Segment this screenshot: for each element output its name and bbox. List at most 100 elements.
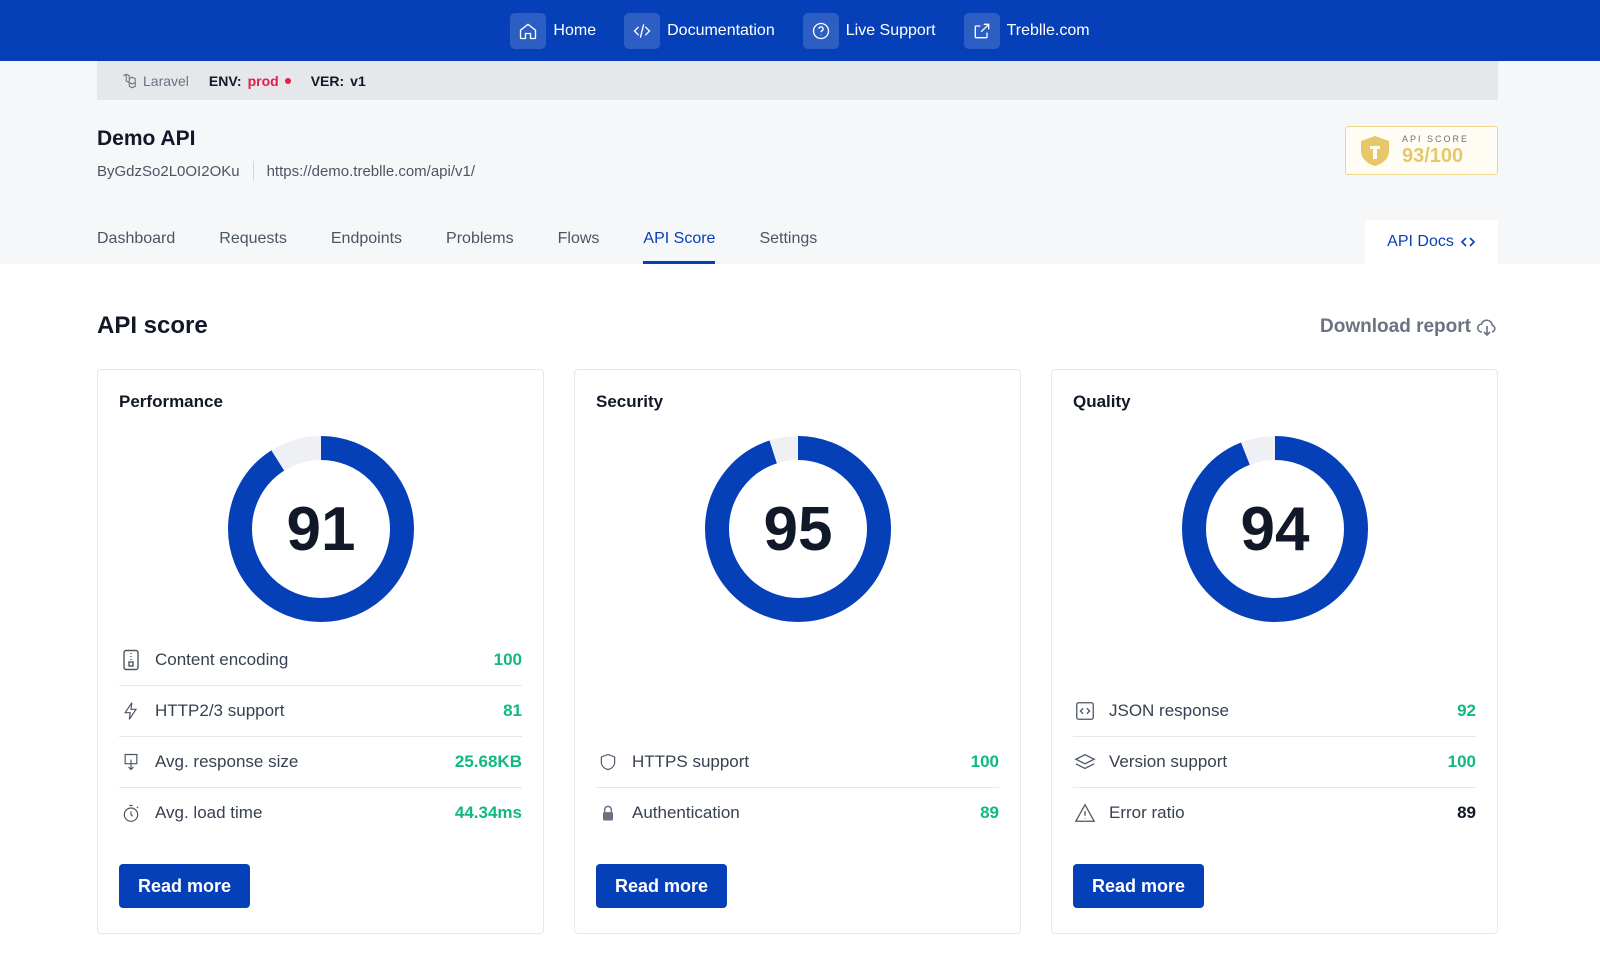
nav-treblle-label: Treblle.com [1006,21,1090,39]
tab-dashboard[interactable]: Dashboard [97,230,176,247]
cloud-download-icon [1476,319,1496,337]
score-value: 94 [1240,494,1310,564]
metric-row[interactable]: Avg. response size 25.68KB [119,736,522,787]
section-title: API score [97,312,208,339]
security-card: Security 95 HTTPS support 100 Authentica… [574,369,1021,934]
read-more-button[interactable]: Read more [119,864,251,908]
metric-value: 100 [1447,752,1476,771]
framework-label: Laravel [143,72,189,89]
stopwatch-icon [119,801,143,825]
project-tabs: Dashboard Requests Endpoints Problems Fl… [97,228,817,264]
read-more-button[interactable]: Read more [1073,864,1205,908]
api-docs-label: API Docs [1387,233,1454,250]
metric-value: 92 [1457,700,1476,720]
zip-file-icon [119,648,143,672]
metric-value: 100 [970,751,999,771]
layers-icon [1073,750,1097,774]
home-icon [510,12,547,49]
project-title: Demo API [97,127,196,150]
performance-card: Performance 91 Content encoding 100 HTTP… [97,369,544,934]
score-value: 91 [286,494,356,564]
metric-list: JSON response 92 Version support 100 Err… [1073,685,1476,838]
tab-problems[interactable]: Problems [446,230,514,247]
metric-row[interactable]: Authentication 89 [596,787,999,838]
api-score-label: API SCORE [1402,134,1470,144]
download-report-button[interactable]: Download report [1320,315,1499,339]
card-title: Security [596,392,664,411]
nav-treblle-link[interactable]: Treblle.com [963,12,1090,49]
card-title: Quality [1073,392,1131,411]
nav-documentation-link[interactable]: Documentation [624,12,775,49]
card-title: Performance [119,392,223,411]
api-score-badge[interactable]: API SCORE 93/100 [1345,126,1498,175]
code-brackets-icon [1460,237,1475,247]
metric-label: Content encoding [155,649,289,669]
metric-value: 89 [1457,803,1476,822]
env-value: prod [247,72,279,89]
warning-icon [1073,801,1097,825]
metric-list: Content encoding 100 HTTP2/3 support 81 … [119,634,522,838]
env-key: ENV: [208,72,242,89]
env-status-dot [284,77,291,84]
laravel-icon [123,73,136,88]
nav-home-link[interactable]: Home [510,12,597,49]
tab-requests[interactable]: Requests [219,230,287,247]
project-base-url[interactable]: https://demo.treblle.com/api/v1/ [266,162,476,180]
shield-icon [596,750,620,774]
nav-live-support-link[interactable]: Live Support [802,12,936,49]
metric-row[interactable]: Avg. load time 44.34ms [119,787,522,838]
treblle-shield-icon [1361,135,1389,166]
code-icon [624,12,661,49]
metric-row[interactable]: JSON response 92 [1073,685,1476,736]
nav-home-label: Home [553,21,597,39]
metric-value: 81 [503,701,522,720]
nav-documentation-label: Documentation [667,21,775,39]
metric-row[interactable]: Error ratio 89 [1073,787,1476,838]
metric-value: 25.68KB [454,752,522,771]
metric-label: Error ratio [1109,803,1185,822]
donut-arc [1182,436,1368,622]
metric-row[interactable]: Version support 100 [1073,736,1476,787]
tab-api-score[interactable]: API Score [643,228,716,264]
metric-row[interactable]: Content encoding 100 [119,634,522,685]
metric-value: 89 [980,803,999,822]
metric-label: JSON response [1109,700,1229,720]
metric-row[interactable]: HTTP2/3 support 81 [119,685,522,736]
framework-badge: Laravel [121,72,189,90]
nav-live-support-label: Live Support [845,21,936,39]
help-circle-icon [802,12,839,49]
score-value: 95 [763,494,833,564]
metric-label: Authentication [632,803,740,822]
ver-key: VER: [310,72,345,89]
project-meta: ByGdzSo2L0OI2OKu https://demo.treblle.co… [97,161,475,181]
api-docs-button[interactable]: API Docs [1365,220,1498,264]
tab-settings[interactable]: Settings [759,230,818,247]
read-more-button[interactable]: Read more [596,864,728,908]
download-size-icon [119,750,143,774]
donut-arc [228,436,414,622]
lock-icon [596,801,620,825]
metric-label: Version support [1109,752,1228,771]
json-icon [1073,699,1097,723]
score-donut: 95 [705,436,891,622]
donut-arc [705,436,891,622]
download-report-label: Download report [1320,316,1471,337]
quality-card: Quality 94 JSON response 92 Version supp… [1051,369,1498,934]
score-donut: 94 [1182,436,1368,622]
metric-label: Avg. load time [155,803,263,822]
metric-label: HTTP2/3 support [155,701,285,720]
meta-divider [252,161,254,181]
tab-flows[interactable]: Flows [557,230,600,247]
score-donut: 91 [228,436,414,622]
environment-bar: Laravel ENV: prod VER: v1 [97,61,1498,100]
api-score-value: 93/100 [1402,145,1464,167]
external-link-icon [963,12,1000,49]
metric-list: HTTPS support 100 Authentication 89 [596,736,999,838]
metric-label: HTTPS support [632,751,750,771]
metric-row[interactable]: HTTPS support 100 [596,736,999,787]
tab-endpoints[interactable]: Endpoints [330,230,403,247]
top-nav: Home Documentation Live Support Treblle.… [0,0,1600,61]
project-id[interactable]: ByGdzSo2L0OI2OKu [97,162,240,180]
metric-value: 100 [493,649,522,669]
lightning-icon [119,699,143,723]
